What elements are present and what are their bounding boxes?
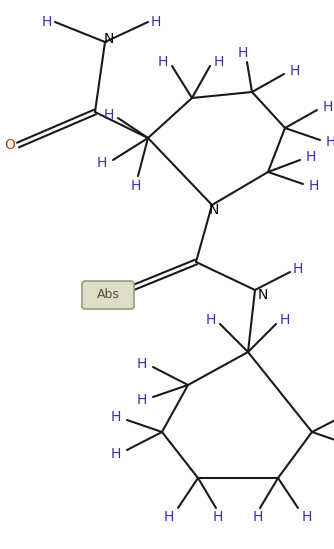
Text: O: O [5, 138, 15, 152]
FancyBboxPatch shape [82, 281, 134, 309]
Text: H: H [164, 510, 174, 524]
Text: H: H [293, 262, 303, 276]
Text: H: H [302, 510, 312, 524]
Text: H: H [151, 15, 161, 29]
Text: H: H [306, 150, 316, 164]
Text: H: H [137, 393, 147, 407]
Text: H: H [131, 179, 141, 193]
Text: H: H [111, 410, 121, 424]
Text: H: H [97, 156, 107, 170]
Text: H: H [213, 510, 223, 524]
Text: H: H [238, 46, 248, 60]
Text: H: H [158, 55, 168, 69]
Text: H: H [280, 313, 290, 327]
Text: H: H [42, 15, 52, 29]
Text: H: H [111, 447, 121, 461]
Text: H: H [214, 55, 224, 69]
Text: H: H [206, 313, 216, 327]
Text: Abs: Abs [97, 289, 120, 301]
Text: H: H [309, 179, 319, 193]
Text: N: N [258, 288, 268, 302]
Text: H: H [104, 108, 114, 122]
Text: H: H [290, 64, 300, 78]
Text: H: H [137, 357, 147, 371]
Text: H: H [253, 510, 263, 524]
Text: H: H [323, 100, 333, 114]
Text: H: H [326, 135, 334, 149]
Text: N: N [209, 203, 219, 217]
Text: N: N [104, 32, 114, 46]
